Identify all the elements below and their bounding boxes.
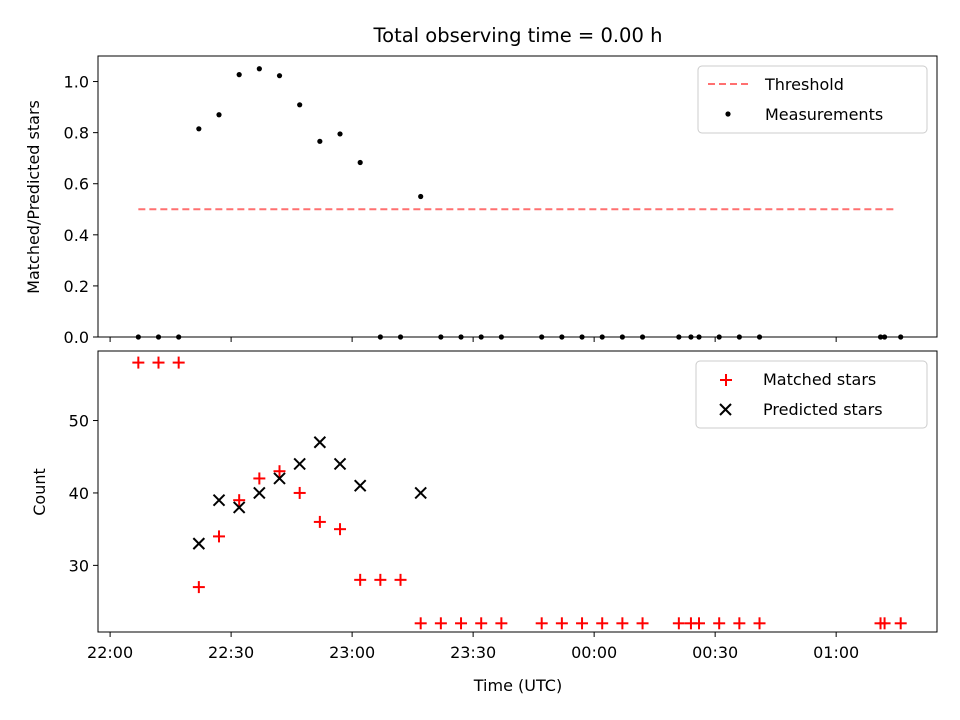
predicted-star-point bbox=[192, 537, 206, 550]
matched-star-point bbox=[414, 617, 427, 630]
matched-star-point bbox=[672, 617, 685, 630]
matched-star-point bbox=[878, 617, 891, 630]
matched-star-point bbox=[616, 617, 629, 630]
matched-star-point bbox=[273, 465, 286, 478]
x-tick-label: 01:00 bbox=[813, 643, 859, 662]
measurement-point bbox=[418, 193, 424, 200]
matched-star-point bbox=[334, 523, 347, 536]
matched-star-point bbox=[434, 617, 447, 630]
predicted-star-point bbox=[232, 501, 246, 514]
top-legend: Threshold Measurements bbox=[697, 65, 928, 134]
bottom-axes-frame bbox=[97, 350, 938, 633]
matched-star-point bbox=[394, 573, 407, 586]
matched-star-point bbox=[636, 617, 649, 630]
matched-star-point bbox=[354, 573, 367, 586]
predicted-star-point bbox=[414, 486, 427, 500]
legend-measurements-label: Measurements bbox=[765, 105, 883, 124]
x-tick-label: 00:00 bbox=[571, 643, 617, 662]
predicted-star-point bbox=[353, 479, 367, 492]
matched-star-point bbox=[713, 617, 726, 630]
top-y-tick-label: 0.2 bbox=[64, 277, 89, 296]
matched-star-point bbox=[535, 617, 548, 630]
bottom-legend-frame bbox=[695, 360, 928, 429]
top-y-tick-label: 0.8 bbox=[64, 124, 89, 143]
matched-star-point bbox=[455, 617, 468, 630]
bottom-marks bbox=[132, 356, 907, 630]
measurement-point bbox=[337, 131, 343, 137]
matched-star-point bbox=[213, 530, 226, 543]
bottom-y-tick-label: 40 bbox=[69, 484, 89, 503]
top-panel: Total observing time = 0.00 h 0.00.20.40… bbox=[24, 24, 938, 347]
bottom-x-ticks: 22:00 22:30 23:00 23:30 00:00 00:30 01:00 bbox=[87, 632, 859, 662]
top-legend-frame bbox=[697, 65, 928, 134]
legend-matched-swatch bbox=[720, 374, 732, 386]
matched-star-point bbox=[313, 515, 326, 528]
top-y-tick-label: 0.6 bbox=[64, 175, 89, 194]
matched-star-point bbox=[293, 486, 306, 499]
legend-predicted-label: Predicted stars bbox=[763, 400, 883, 419]
measurement-point bbox=[276, 73, 283, 79]
measurement-point bbox=[216, 112, 222, 118]
x-tick-label: 22:30 bbox=[208, 643, 254, 662]
matched-star-point bbox=[152, 356, 165, 369]
chart-title: Total observing time = 0.00 h bbox=[373, 24, 663, 47]
top-y-tick-label: 0.4 bbox=[64, 226, 89, 245]
measurement-point bbox=[256, 66, 262, 72]
top-axes-frame bbox=[97, 55, 938, 338]
predicted-star-point bbox=[333, 457, 347, 471]
matched-star-point bbox=[596, 617, 609, 630]
top-y-tick-label: 1.0 bbox=[64, 73, 89, 92]
legend-threshold-label: Threshold bbox=[764, 75, 844, 94]
x-tick-label: 23:30 bbox=[450, 643, 496, 662]
bottom-y-ticks: 30 40 50 bbox=[69, 412, 98, 575]
predicted-star-point bbox=[253, 486, 266, 500]
top-marks bbox=[135, 66, 904, 340]
top-y-ticks: 0.0 0.2 0.4 0.6 0.8 1.0 bbox=[64, 73, 98, 347]
matched-star-point bbox=[233, 494, 246, 507]
measurement-point bbox=[317, 138, 323, 144]
measurement-point bbox=[196, 126, 202, 132]
top-y-axis-label: Matched/Predicted stars bbox=[24, 100, 43, 294]
measurement-point bbox=[297, 102, 303, 108]
matched-star-point bbox=[374, 573, 387, 586]
bottom-panel: 30 40 50 22:00 22:30 23:00 23:30 00:00 00:30 01:… bbox=[30, 350, 938, 695]
top-x-ticks bbox=[109, 337, 837, 342]
legend-predicted-swatch bbox=[719, 403, 732, 416]
matched-star-point bbox=[753, 617, 766, 630]
matched-star-point bbox=[693, 617, 706, 630]
bottom-y-tick-label: 50 bbox=[69, 412, 89, 431]
legend-measurements-swatch bbox=[725, 111, 731, 117]
x-tick-label: 23:00 bbox=[329, 643, 375, 662]
predicted-star-point bbox=[212, 493, 226, 507]
predicted-star-point bbox=[293, 457, 306, 471]
matched-star-point bbox=[253, 472, 266, 485]
bottom-y-tick-label: 30 bbox=[69, 556, 89, 575]
x-tick-label: 22:00 bbox=[87, 643, 133, 662]
matched-star-point bbox=[475, 617, 488, 630]
measurement-point bbox=[236, 72, 242, 78]
matched-star-point bbox=[894, 617, 907, 630]
x-tick-label: 00:30 bbox=[692, 643, 738, 662]
matched-star-point bbox=[495, 617, 508, 630]
bottom-legend: Matched stars Predicted stars bbox=[695, 360, 928, 429]
matched-star-point bbox=[576, 617, 589, 630]
predicted-star-point bbox=[313, 436, 327, 449]
legend-matched-label: Matched stars bbox=[763, 370, 876, 389]
matched-star-point bbox=[172, 356, 185, 369]
matched-star-point bbox=[192, 581, 205, 594]
measurement-point bbox=[357, 159, 363, 166]
matched-star-point bbox=[132, 356, 145, 369]
bottom-y-axis-label: Count bbox=[30, 468, 49, 516]
matched-star-point bbox=[555, 617, 568, 630]
top-y-tick-label: 0.0 bbox=[64, 328, 89, 347]
matched-star-point bbox=[733, 617, 746, 630]
x-axis-label: Time (UTC) bbox=[473, 676, 562, 695]
predicted-star-point bbox=[273, 472, 286, 485]
